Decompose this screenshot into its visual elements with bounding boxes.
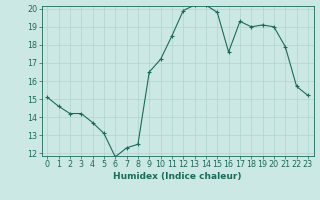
X-axis label: Humidex (Indice chaleur): Humidex (Indice chaleur)	[113, 172, 242, 181]
